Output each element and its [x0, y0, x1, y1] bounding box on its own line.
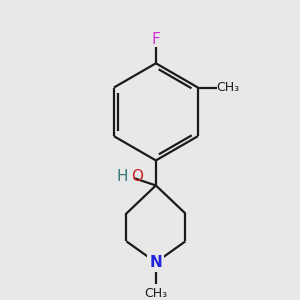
Text: N: N	[149, 255, 162, 270]
Text: H: H	[117, 169, 128, 184]
Text: CH₃: CH₃	[144, 287, 167, 300]
Text: CH₃: CH₃	[217, 81, 240, 94]
Text: F: F	[152, 32, 160, 47]
Text: O: O	[131, 169, 143, 184]
